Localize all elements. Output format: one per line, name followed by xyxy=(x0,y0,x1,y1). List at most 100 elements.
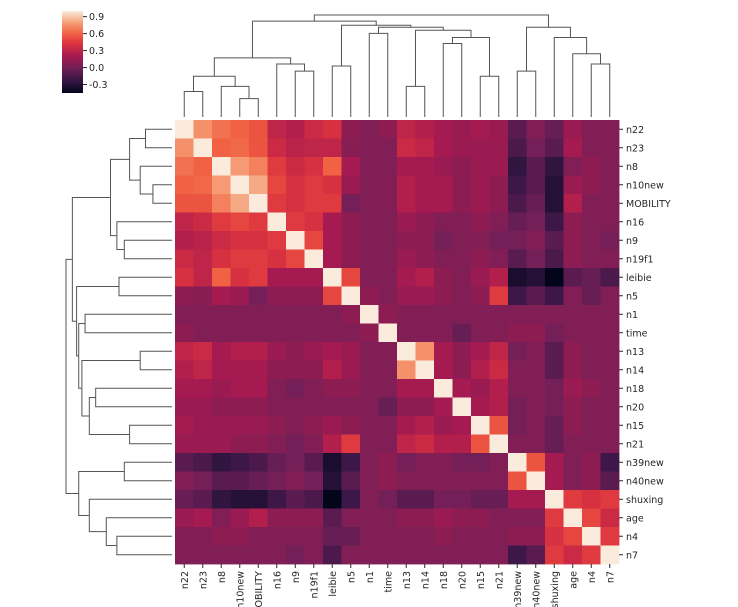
heatmap-cell-n14-age xyxy=(563,360,583,380)
heatmap-cell-n14-n8 xyxy=(212,360,231,380)
heatmap-cell-n10new-n15 xyxy=(471,175,490,195)
heatmap-cell-n5-n9 xyxy=(286,286,305,306)
heatmap-cell-n4-n8 xyxy=(212,527,231,546)
heatmap-cell-n23-n8 xyxy=(212,138,231,158)
heatmap-cell-n16-n5 xyxy=(341,212,361,232)
heatmap-cell-n4-time xyxy=(378,527,398,546)
heatmap-cell-n18-time xyxy=(378,379,398,398)
heatmap-cell-n21-n22 xyxy=(175,434,194,454)
heatmap-cell-n14-n4 xyxy=(582,360,601,380)
heatmap-cell-n23-n16 xyxy=(267,138,287,158)
heatmap-cell-n39new-n5 xyxy=(341,453,361,472)
heatmap-cell-n1-MOBILITY xyxy=(249,305,268,324)
heatmap-cell-n19f1-n22 xyxy=(175,249,194,269)
heatmap-cell-MOBILITY-n4 xyxy=(582,194,601,213)
heatmap-cell-n8-n16 xyxy=(267,157,287,176)
heatmap-cell-n15-n4 xyxy=(582,416,601,435)
heatmap-cell-n15-n7 xyxy=(600,416,620,435)
heatmap-cell-n23-leibie xyxy=(323,138,342,158)
col-label-n1: n1 xyxy=(365,571,376,583)
heatmap-cell-n13-n1 xyxy=(360,342,379,361)
heatmap-cell-n8-n20 xyxy=(452,157,472,176)
heatmap-cell-n1-n16 xyxy=(267,305,287,324)
heatmap-cell-n10new-MOBILITY xyxy=(249,175,268,195)
column-dendrogram-link xyxy=(341,24,412,66)
heatmap-cell-shuxing-n14 xyxy=(415,490,435,509)
heatmap-cell-n16-n13 xyxy=(397,212,416,232)
heatmap-cell-n19f1-n20 xyxy=(452,249,472,269)
heatmap-cell-n18-age xyxy=(563,379,583,398)
heatmap-cell-n13-MOBILITY xyxy=(249,342,268,361)
heatmap-cell-n4-n15 xyxy=(471,527,490,546)
heatmap-cell-n22-n5 xyxy=(341,120,361,139)
heatmap-cell-MOBILITY-n23 xyxy=(193,194,213,213)
heatmap-cell-n19f1-n5 xyxy=(341,249,361,269)
heatmap-cell-n10new-shuxing xyxy=(545,175,564,195)
row-dendrogram-link xyxy=(95,387,172,408)
heatmap-cell-n5-n18 xyxy=(434,286,453,306)
heatmap-cell-leibie-n21 xyxy=(489,268,509,287)
heatmap-cell-n23-n9 xyxy=(286,138,305,158)
heatmap-cell-n15-n8 xyxy=(212,416,231,435)
heatmap-cell-age-leibie xyxy=(323,508,342,528)
heatmap-cell-age-n5 xyxy=(341,508,361,528)
heatmap-cell-n9-n7 xyxy=(600,231,620,250)
heatmap-cell-n40new-n1 xyxy=(360,471,379,491)
heatmap-cell-n16-n8 xyxy=(212,212,231,232)
heatmap-cell-n5-MOBILITY xyxy=(249,286,268,306)
row-dendrogram-link xyxy=(88,498,172,533)
heatmap-cell-n5-n22 xyxy=(175,286,194,306)
heatmap-cell-n14-n19f1 xyxy=(304,360,324,380)
heatmap-cell-n8-n18 xyxy=(434,157,453,176)
heatmap-cell-n13-shuxing xyxy=(545,342,564,361)
heatmap-cell-shuxing-n22 xyxy=(175,490,194,509)
heatmap-cell-n10new-n22 xyxy=(175,175,194,195)
heatmap-cell-n18-n14 xyxy=(415,379,435,398)
heatmap-cell-n10new-n9 xyxy=(286,175,305,195)
heatmap-cell-n18-shuxing xyxy=(545,379,564,398)
heatmap-cell-n8-n21 xyxy=(489,157,509,176)
heatmap-cell-n4-leibie xyxy=(323,527,342,546)
heatmap-cell-n13-age xyxy=(563,342,583,361)
col-label-n13: n13 xyxy=(402,571,413,589)
heatmap-cell-n40new-n13 xyxy=(397,471,416,491)
heatmap-cell-n40new-leibie xyxy=(323,471,342,491)
heatmap-cell-n4-n10new xyxy=(230,527,250,546)
col-label-n19f1: n19f1 xyxy=(309,571,320,599)
heatmap-cell-n16-n14 xyxy=(415,212,435,232)
heatmap-cell-n18-n20 xyxy=(452,379,472,398)
heatmap-cell-n4-n5 xyxy=(341,527,361,546)
heatmap-cell-n20-MOBILITY xyxy=(249,397,268,417)
heatmap-cell-time-MOBILITY xyxy=(249,323,268,343)
heatmap-cell-n22-n4 xyxy=(582,120,601,139)
heatmap-cell-n14-n7 xyxy=(600,360,620,380)
heatmap-cell-n21-leibie xyxy=(323,434,342,454)
col-label-n21: n21 xyxy=(494,571,505,589)
column-dendrogram-link xyxy=(405,85,426,117)
heatmap-cell-n40new-n14 xyxy=(415,471,435,491)
heatmap-cell-n39new-n16 xyxy=(267,453,287,472)
heatmap-cell-age-n20 xyxy=(452,508,472,528)
col-label-n4: n4 xyxy=(587,571,598,583)
heatmap-cell-MOBILITY-n7 xyxy=(600,194,620,213)
heatmap-cell-n16-n21 xyxy=(489,212,509,232)
heatmap-cell-n5-n19f1 xyxy=(304,286,324,306)
heatmap-cell-n15-n1 xyxy=(360,416,379,435)
heatmap-cell-n23-shuxing xyxy=(545,138,564,158)
heatmap-cell-n18-n10new xyxy=(230,379,250,398)
heatmap-cell-n40new-n16 xyxy=(267,471,287,491)
heatmap-cell-n21-n4 xyxy=(582,434,601,454)
row-dendrogram xyxy=(65,128,172,556)
heatmap-cell-n39new-age xyxy=(563,453,583,472)
heatmap-cell-n16-n1 xyxy=(360,212,379,232)
heatmap-cell-n21-n5 xyxy=(341,434,361,454)
heatmap-cell-n22-n1 xyxy=(360,120,379,139)
row-label-n19f1: n19f1 xyxy=(626,254,654,265)
heatmap-cell-n14-n10new xyxy=(230,360,250,380)
heatmap-cell-leibie-n18 xyxy=(434,268,453,287)
col-label-n40new: n40new xyxy=(531,571,542,607)
heatmap-cell-n40new-time xyxy=(378,471,398,491)
heatmap-cell-MOBILITY-n10new xyxy=(230,194,250,213)
heatmap-cell-time-n19f1 xyxy=(304,323,324,343)
